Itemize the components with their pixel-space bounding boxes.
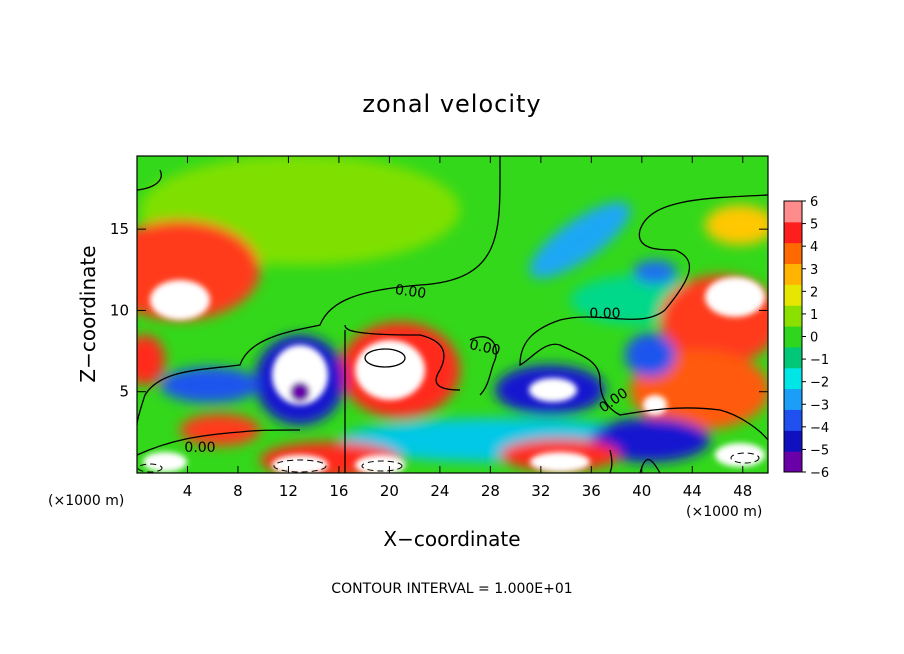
contour-label: 0.00 — [468, 337, 502, 359]
y-tick-label: 10 — [110, 301, 129, 319]
x-tick-label: 12 — [279, 482, 298, 500]
x-tick-label: 28 — [481, 482, 500, 500]
x-tick-label: 24 — [430, 482, 449, 500]
colorbar-label: 6 — [810, 195, 818, 210]
x-tick-label: 40 — [632, 482, 651, 500]
colorbar-swatch — [784, 451, 802, 473]
colorbar-label: −3 — [810, 398, 829, 413]
colorbar-label: 2 — [810, 285, 818, 300]
contour-label: 0.00 — [184, 440, 215, 456]
x-tick-label: 44 — [683, 482, 702, 500]
chart-title: zonal velocity — [362, 90, 541, 118]
colorbar-swatch — [784, 430, 802, 452]
velocity-field — [137, 156, 768, 473]
x-tick-label: 32 — [531, 482, 550, 500]
colorbar-label: −1 — [810, 353, 829, 368]
colorbar-swatch — [784, 242, 802, 265]
x-unit-right: (×1000 m) — [686, 504, 762, 520]
x-tick-label: 48 — [733, 482, 752, 500]
y-tick-label: 5 — [119, 383, 129, 401]
x-axis-label: X−coordinate — [383, 527, 520, 551]
x-unit-left: (×1000 m) — [48, 493, 124, 509]
colorbar-swatch — [784, 263, 802, 285]
plot-frame — [136, 155, 769, 474]
colorbar-label: 4 — [810, 240, 818, 255]
colorbar-label: 3 — [810, 263, 818, 278]
colorbar-swatch — [784, 409, 802, 431]
colorbar-swatch — [784, 305, 802, 327]
colorbar-swatch — [784, 201, 802, 223]
x-tick-label: 36 — [582, 482, 601, 500]
x-tick-label: 4 — [183, 482, 193, 500]
colorbar-label: −4 — [810, 421, 829, 436]
x-axis: 4 8 12 16 20 24 28 32 36 40 44 48 — [183, 156, 752, 500]
colorbar-swatch — [784, 367, 802, 390]
colorbar-label: −2 — [810, 376, 829, 391]
colorbar-swatch — [784, 346, 802, 369]
colorbar-label: 0 — [810, 331, 818, 346]
colorbar-swatch — [784, 284, 802, 306]
colorbar-swatch — [784, 388, 802, 410]
colorbar-swatch — [784, 326, 802, 348]
contour-label: 0.00 — [394, 282, 427, 302]
colorbar-label: 1 — [810, 308, 818, 323]
x-tick-label: 16 — [329, 482, 348, 500]
y-axis-label: Z−coordinate — [76, 245, 100, 382]
colorbar: 6 5 4 3 2 1 0 −1 −2 −3 −4 −5 −6 — [783, 195, 829, 481]
y-tick-label: 15 — [110, 220, 129, 238]
colorbar-swatch — [784, 221, 802, 244]
colorbar-label: −5 — [810, 443, 829, 458]
y-axis: 5 10 15 — [110, 220, 768, 401]
contour-interval-note: CONTOUR INTERVAL = 1.000E+01 — [331, 581, 572, 597]
colorbar-label: −6 — [810, 466, 829, 481]
x-tick-label: 8 — [233, 482, 243, 500]
x-tick-label: 20 — [380, 482, 399, 500]
contour-label: 0.00 — [589, 306, 620, 322]
colorbar-label: 5 — [810, 218, 818, 233]
